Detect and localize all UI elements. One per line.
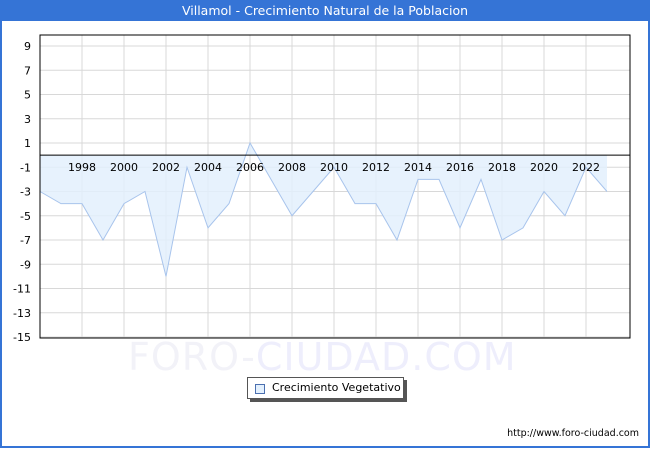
- source-url[interactable]: http://www.foro-ciudad.com: [507, 428, 639, 439]
- chart-title: Villamol - Crecimiento Natural de la Pob…: [0, 0, 650, 21]
- y-tick-label: -11: [13, 283, 31, 296]
- x-tick-label: 2018: [488, 161, 516, 174]
- y-tick-label: 9: [24, 40, 31, 53]
- x-tick-label: 2010: [320, 161, 348, 174]
- x-axis-labels: 1998 2000 2002 2004 2006 2008 2010 2012 2014 2016…: [68, 161, 600, 174]
- x-tick-label: 2014: [404, 161, 432, 174]
- x-tick-label: 2020: [530, 161, 558, 174]
- y-tick-label: -1: [20, 161, 31, 174]
- x-tick-label: 2004: [194, 161, 222, 174]
- watermark: FORO-CIUDAD.COM: [128, 335, 517, 379]
- x-tick-label: 2002: [152, 161, 180, 174]
- x-tick-label: 2012: [362, 161, 390, 174]
- y-tick-label: -15: [13, 331, 31, 344]
- x-tick-label: 2016: [446, 161, 474, 174]
- y-tick-label: -7: [20, 234, 31, 247]
- legend-swatch-icon: [255, 384, 265, 394]
- data-area: [39, 141, 608, 277]
- x-tick-label: 1998: [68, 161, 96, 174]
- y-tick-label: -5: [20, 210, 31, 223]
- legend: Crecimiento Vegetativo: [247, 377, 404, 399]
- y-tick-label: 7: [24, 64, 31, 77]
- y-tick-label: 3: [24, 113, 31, 126]
- y-axis-labels: 9 7 5 3 1 -1 -3 -5 -7 -9 -11 -13 -15: [13, 40, 31, 344]
- legend-label: Crecimiento Vegetativo: [272, 381, 401, 394]
- x-tick-label: 2008: [278, 161, 306, 174]
- y-tick-label: 1: [24, 137, 31, 150]
- y-tick-label: -13: [13, 307, 31, 320]
- y-tick-label: -9: [20, 258, 31, 271]
- watermark-part1: FORO-: [128, 335, 256, 379]
- plot-axes: [39, 34, 631, 339]
- watermark-part2: CIUDAD.COM: [255, 335, 517, 379]
- y-tick-label: 5: [24, 89, 31, 102]
- x-tick-label: 2006: [236, 161, 264, 174]
- x-tick-label: 2022: [572, 161, 600, 174]
- x-tick-label: 2000: [110, 161, 138, 174]
- y-tick-label: -3: [20, 186, 31, 199]
